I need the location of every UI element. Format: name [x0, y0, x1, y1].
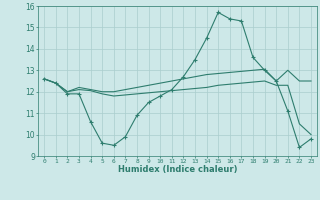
X-axis label: Humidex (Indice chaleur): Humidex (Indice chaleur) — [118, 165, 237, 174]
